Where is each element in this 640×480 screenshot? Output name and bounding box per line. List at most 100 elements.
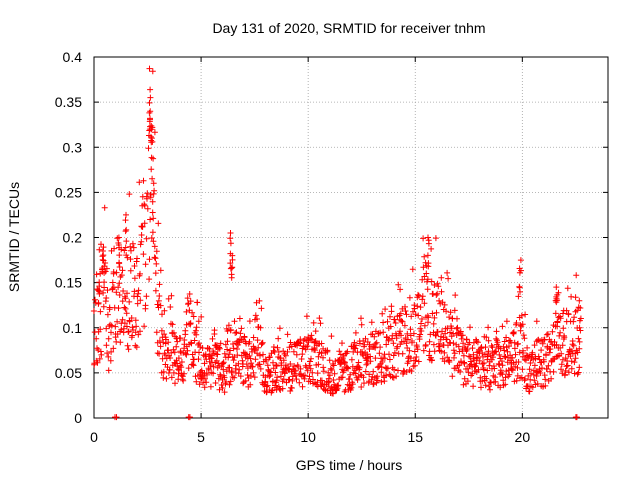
data-point — [95, 287, 102, 294]
data-point — [522, 375, 528, 382]
data-point — [368, 319, 375, 326]
data-point — [542, 376, 549, 383]
data-point — [280, 348, 287, 355]
data-point — [121, 304, 128, 311]
data-point — [547, 346, 554, 352]
data-point — [134, 293, 141, 300]
data-point — [250, 369, 257, 376]
data-point — [549, 328, 556, 335]
data-point — [133, 323, 140, 330]
data-point — [513, 320, 520, 326]
data-point — [410, 330, 417, 337]
data-point — [464, 346, 471, 353]
data-point — [310, 376, 316, 383]
data-point — [100, 244, 107, 251]
data-point — [344, 348, 351, 355]
data-point — [404, 330, 411, 337]
data-point — [119, 267, 126, 274]
data-point — [457, 368, 464, 375]
data-point — [113, 414, 120, 421]
chart-grid — [94, 57, 608, 418]
data-point — [392, 320, 399, 326]
data-point — [430, 341, 437, 348]
data-point — [134, 300, 141, 307]
data-point — [352, 345, 359, 352]
data-point — [121, 320, 128, 327]
data-point — [297, 340, 304, 347]
data-point — [460, 381, 467, 388]
data-point — [123, 211, 129, 218]
data-point — [270, 365, 277, 372]
data-point — [441, 301, 448, 308]
data-point — [443, 308, 450, 315]
data-point — [116, 260, 123, 267]
data-point — [151, 129, 158, 136]
data-point — [328, 367, 335, 373]
data-point — [420, 235, 427, 242]
data-point — [576, 317, 583, 324]
data-point — [521, 356, 528, 363]
data-point — [435, 283, 442, 290]
data-point — [201, 384, 208, 391]
data-point — [149, 229, 156, 236]
data-point — [149, 138, 156, 145]
data-point — [182, 331, 189, 338]
data-point — [111, 245, 118, 252]
data-point — [257, 365, 264, 372]
data-point — [562, 355, 569, 362]
data-point — [353, 342, 359, 349]
data-point — [96, 246, 103, 253]
data-point — [467, 324, 473, 331]
data-point — [441, 358, 448, 365]
data-point — [315, 353, 322, 360]
data-point — [146, 65, 153, 72]
data-point — [246, 352, 253, 359]
data-point — [510, 329, 517, 336]
data-point — [185, 365, 192, 372]
data-point — [488, 356, 495, 363]
data-point — [163, 375, 170, 382]
data-point — [303, 313, 310, 320]
data-point — [126, 191, 133, 198]
data-point — [501, 338, 508, 345]
data-point — [345, 365, 352, 372]
data-point — [227, 260, 234, 267]
data-point — [99, 248, 106, 254]
data-point — [150, 190, 157, 197]
data-point — [384, 318, 391, 325]
data-point — [439, 328, 445, 335]
data-point — [327, 365, 334, 372]
data-point — [452, 292, 459, 299]
data-point — [216, 386, 223, 393]
data-point — [450, 330, 457, 337]
data-point — [419, 293, 426, 300]
data-point — [531, 342, 538, 349]
data-point — [574, 307, 581, 314]
data-point — [144, 205, 151, 212]
data-point — [228, 271, 235, 278]
data-point — [120, 325, 127, 332]
data-point — [380, 319, 387, 326]
data-point — [370, 380, 377, 387]
data-point — [100, 289, 107, 296]
data-point — [160, 368, 167, 375]
data-point — [238, 352, 245, 359]
data-point — [565, 369, 572, 376]
data-point — [220, 366, 227, 373]
data-point — [387, 313, 393, 320]
data-point — [219, 385, 226, 391]
data-point — [429, 357, 435, 364]
data-point — [379, 310, 386, 317]
data-point — [161, 331, 168, 338]
data-point — [449, 373, 456, 380]
data-point — [112, 323, 119, 330]
data-point — [241, 333, 248, 340]
data-point — [132, 342, 139, 349]
data-point — [134, 255, 140, 262]
data-point — [571, 370, 578, 377]
data-point — [414, 303, 421, 310]
data-point — [573, 414, 580, 421]
data-point — [94, 359, 101, 366]
data-point — [141, 201, 148, 208]
data-point — [515, 293, 522, 300]
